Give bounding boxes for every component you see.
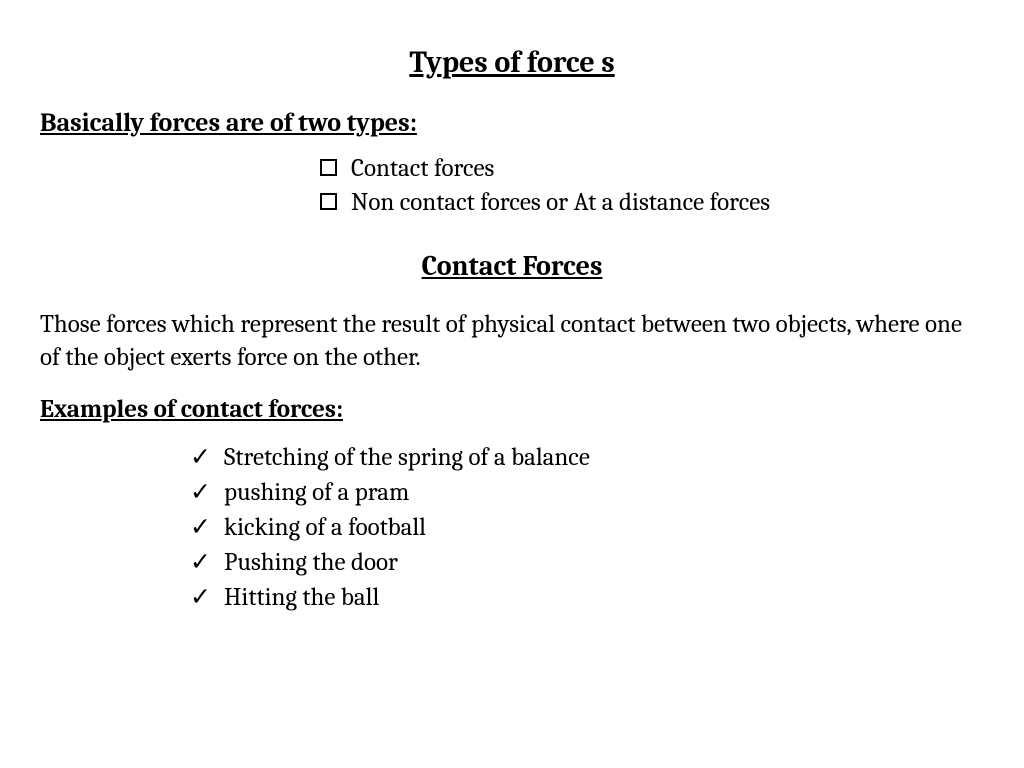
checkmark-icon: ✓: [190, 510, 216, 545]
checkmark-icon: ✓: [190, 580, 216, 615]
list-item-label: Stretching of the spring of a balance: [224, 440, 590, 475]
list-item-label: Contact forces: [351, 152, 494, 186]
types-subtitle: Basically forces are of two types:: [40, 108, 984, 138]
checkmark-icon: ✓: [190, 440, 216, 475]
square-bullet-icon: [320, 193, 337, 210]
section-title: Contact Forces: [40, 250, 984, 282]
list-item: Contact forces: [320, 152, 984, 186]
list-item: ✓ pushing of a pram: [190, 475, 984, 510]
list-item-label: Pushing the door: [224, 545, 398, 580]
checkmark-icon: ✓: [190, 475, 216, 510]
list-item-label: Hitting the ball: [224, 580, 379, 615]
checkmark-icon: ✓: [190, 545, 216, 580]
list-item-label: kicking of a football: [224, 510, 426, 545]
force-types-list: Contact forces Non contact forces or At …: [320, 152, 984, 220]
main-title: Types of force s: [40, 45, 984, 80]
list-item: ✓ Hitting the ball: [190, 580, 984, 615]
list-item: Non contact forces or At a distance forc…: [320, 186, 984, 220]
list-item-label: Non contact forces or At a distance forc…: [351, 186, 770, 220]
square-bullet-icon: [320, 159, 337, 176]
examples-list: ✓ Stretching of the spring of a balance …: [190, 440, 984, 615]
definition-text: Those forces which represent the result …: [40, 308, 984, 376]
list-item: ✓ Pushing the door: [190, 545, 984, 580]
examples-heading: Examples of contact forces:: [40, 395, 984, 424]
list-item: ✓ kicking of a football: [190, 510, 984, 545]
list-item: ✓ Stretching of the spring of a balance: [190, 440, 984, 475]
list-item-label: pushing of a pram: [224, 475, 409, 510]
